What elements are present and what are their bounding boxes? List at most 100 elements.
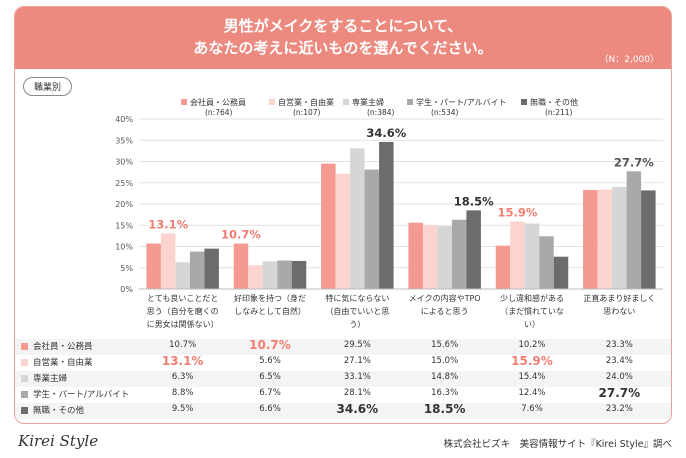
bar xyxy=(583,189,598,289)
bar xyxy=(189,251,205,289)
logo: Kirei Style xyxy=(18,432,99,450)
y-tick-label: 10% xyxy=(115,243,133,252)
legend-swatch xyxy=(407,99,413,105)
table-cell: 23.4% xyxy=(605,356,633,366)
bar-chart: 0% 5% 10% 15% 20% 25% 30% 35% 40% 会社員・公務員(n:764) 自… xyxy=(115,97,663,329)
bar xyxy=(291,260,307,289)
table-cell: 6.7% xyxy=(259,388,281,398)
legend-swatch xyxy=(269,99,275,105)
legend-n: (n:384) xyxy=(367,108,395,117)
data-label: 15.9% xyxy=(498,205,538,219)
table-cell: 5.6% xyxy=(259,356,281,366)
table-cell: 15.4% xyxy=(518,372,546,382)
bar xyxy=(379,141,394,289)
table-cell: 23.2% xyxy=(605,404,633,414)
category-label: （自由でいいと思 xyxy=(325,306,389,316)
bar xyxy=(248,265,263,289)
table-cell: 6.5% xyxy=(259,372,281,382)
table-cell: 9.5% xyxy=(171,404,194,414)
y-tick-label: 40% xyxy=(115,115,133,124)
y-tick-label: 5% xyxy=(120,264,133,273)
bar xyxy=(495,245,511,289)
category-label: とても良いことだと xyxy=(147,293,218,303)
table-cell: 28.1% xyxy=(343,388,371,398)
y-tick-label: 15% xyxy=(115,221,133,230)
table-row: 会社員・公務員 10.7% 10.7% 29.5% 15.6% 10.2% 23.3% xyxy=(15,338,671,355)
table-cell: 15.6% xyxy=(431,340,459,350)
row-swatch xyxy=(21,391,28,398)
bar xyxy=(350,148,365,289)
table-cell: 10.2% xyxy=(518,340,546,350)
row-swatch xyxy=(21,407,28,414)
row-label: 専業主婦 xyxy=(33,374,68,384)
table-cell: 14.8% xyxy=(431,372,459,382)
data-label: 10.7% xyxy=(221,228,261,242)
bar xyxy=(626,171,642,289)
category-label: に男女は関係ない） xyxy=(147,319,219,329)
table-cell: 23.3% xyxy=(605,340,633,350)
table-cell: 29.5% xyxy=(343,340,371,350)
bar xyxy=(364,169,380,289)
title-line-2: あなたの考えに近いものを選んでください。 xyxy=(193,39,493,57)
table-cell: 12.4% xyxy=(518,388,546,398)
category-label: （まだ慣れていな xyxy=(500,306,564,316)
bar xyxy=(553,256,569,289)
bar xyxy=(510,221,525,289)
legend-label: 学生・パート/アルバイト xyxy=(416,97,507,107)
table-cell: 24.0% xyxy=(605,372,633,382)
bar xyxy=(335,173,351,289)
table-cell: 10.7% xyxy=(169,340,197,350)
y-tick-label: 25% xyxy=(115,179,133,188)
bar xyxy=(422,225,438,289)
category-label: う） xyxy=(349,320,365,329)
bar xyxy=(466,210,481,289)
bar xyxy=(539,236,554,289)
sample-size: （N：2,000） xyxy=(599,55,660,65)
bar xyxy=(612,187,627,289)
legend-swatch xyxy=(343,99,349,105)
bar xyxy=(437,226,452,289)
table-cell: 27.1% xyxy=(343,356,371,366)
category-label: によると思う xyxy=(421,307,469,316)
table-cell: 15.9% xyxy=(511,354,553,368)
bar xyxy=(277,260,292,289)
data-label: 18.5% xyxy=(454,194,494,208)
bar xyxy=(597,189,613,289)
category-label: 思わない xyxy=(603,307,635,316)
bar xyxy=(321,163,336,289)
bar xyxy=(262,261,278,289)
table-row: 学生・パート/アルバイト 8.8% 6.7% 28.1% 16.3% 12.4% 27.7% xyxy=(15,386,671,403)
category-label: 好印象を持つ（身だ xyxy=(234,293,306,303)
source-note: 株式会社ビズキ 美容情報サイト『Kirei Style』調べ xyxy=(443,439,672,450)
row-label: 会社員・公務員 xyxy=(33,342,93,352)
table-cell: 34.6% xyxy=(336,402,379,416)
table-cell: 6.6% xyxy=(259,404,281,414)
category-label: い） xyxy=(524,320,540,329)
table-cell: 6.3% xyxy=(171,372,194,382)
bar xyxy=(641,190,656,289)
row-label: 学生・パート/アルバイト xyxy=(33,390,130,400)
table-cell: 16.3% xyxy=(431,388,459,398)
row-swatch xyxy=(21,359,28,366)
table-row: 専業主婦 6.3% 6.5% 33.1% 14.8% 15.4% 24.0% xyxy=(15,371,671,387)
category-label: 正直あまり好ましく xyxy=(583,293,655,303)
bar xyxy=(204,248,219,289)
legend-n: (n:764) xyxy=(205,108,233,117)
table-row: 自営業・自由業 13.1% 5.6% 27.1% 15.0% 15.9% 23.4% xyxy=(15,354,671,371)
legend-label: 専業主婦 xyxy=(352,97,384,107)
legend-swatch xyxy=(521,99,527,105)
table-row: 無職・その他 9.5% 6.6% 34.6% 18.5% 7.6% 23.2% xyxy=(15,402,671,419)
y-tick-label: 0% xyxy=(120,285,133,294)
bar xyxy=(524,223,540,289)
bar xyxy=(408,222,423,289)
bar xyxy=(175,262,190,289)
category-label: 思う（自分を磨くの xyxy=(147,306,219,316)
occupation-badge: 職業別 xyxy=(23,77,73,96)
row-label: 無職・その他 xyxy=(33,406,85,416)
category-label: 特に気にならない xyxy=(325,293,389,303)
legend-label: 会社員・公務員 xyxy=(190,97,246,107)
legend-swatch xyxy=(181,99,187,105)
row-swatch xyxy=(21,375,28,382)
table-cell: 7.6% xyxy=(521,404,543,414)
row-swatch xyxy=(21,343,28,350)
